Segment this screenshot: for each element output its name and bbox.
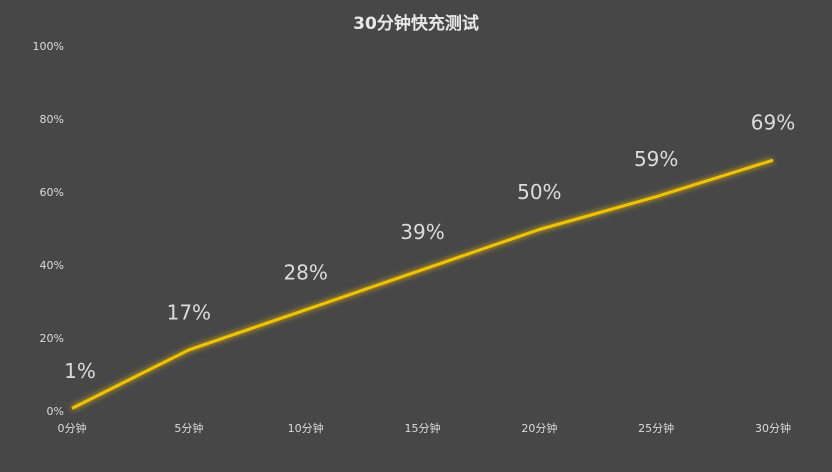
data-label: 50% bbox=[517, 180, 561, 204]
x-tick-label: 5分钟 bbox=[174, 421, 203, 435]
y-tick-label: 60% bbox=[40, 186, 64, 199]
x-tick-label: 30分钟 bbox=[755, 421, 791, 435]
line bbox=[71, 158, 774, 410]
y-tick-label: 40% bbox=[40, 259, 64, 272]
y-tick-label: 100% bbox=[33, 40, 64, 53]
x-tick-label: 20分钟 bbox=[521, 421, 557, 435]
y-tick-label: 20% bbox=[40, 332, 64, 345]
x-tick-label: 25分钟 bbox=[638, 421, 674, 435]
chart-title: 30分钟快充测试 bbox=[353, 13, 479, 34]
data-label: 17% bbox=[167, 300, 211, 324]
data-label: 1% bbox=[64, 359, 96, 383]
y-tick-label: 80% bbox=[40, 113, 64, 126]
y-tick-label: 0% bbox=[47, 405, 64, 418]
data-label: 39% bbox=[400, 220, 444, 244]
x-tick-label: 15分钟 bbox=[405, 421, 441, 435]
x-tick-label: 10分钟 bbox=[288, 421, 324, 435]
x-tick-label: 0分钟 bbox=[58, 421, 87, 435]
data-label: 69% bbox=[751, 111, 795, 135]
data-label: 28% bbox=[283, 260, 327, 284]
data-label: 59% bbox=[634, 147, 678, 171]
